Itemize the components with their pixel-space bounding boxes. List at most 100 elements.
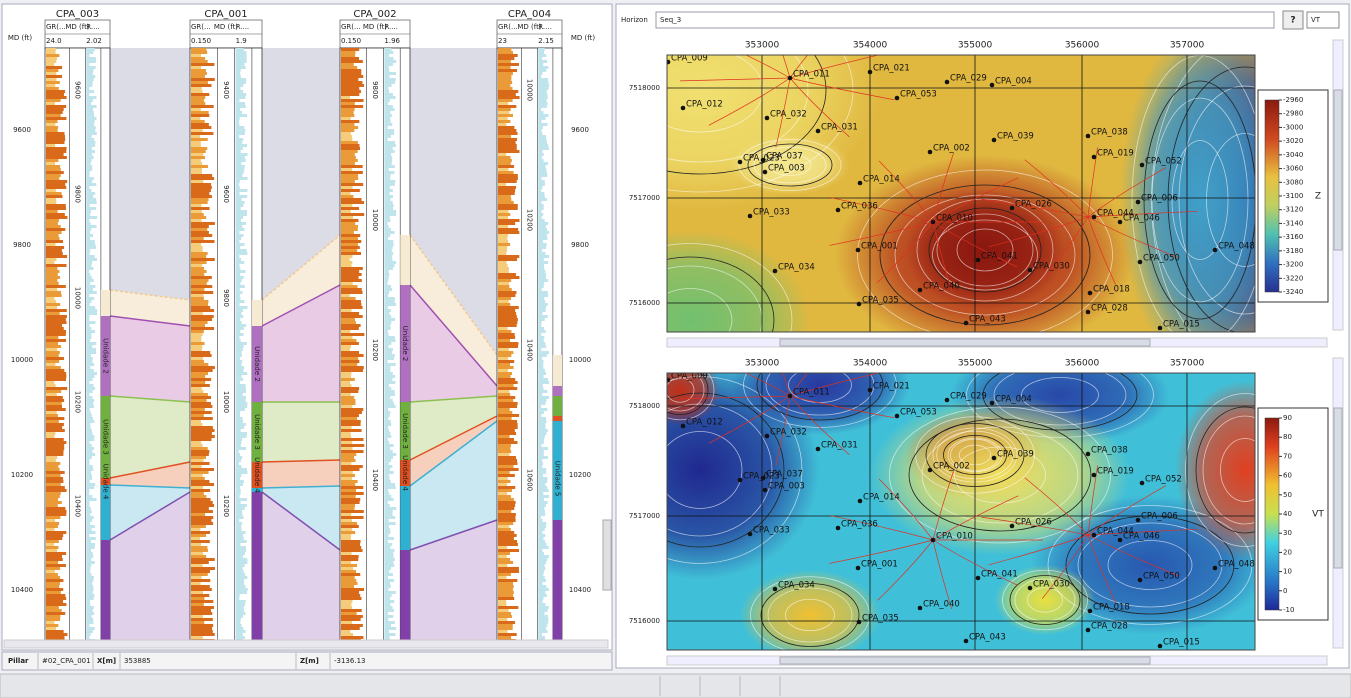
- well-marker[interactable]: [975, 575, 981, 581]
- well-marker[interactable]: [894, 95, 900, 101]
- well-marker[interactable]: [894, 413, 900, 419]
- resistivity-log-fill: [384, 597, 391, 600]
- well-marker[interactable]: [1212, 247, 1218, 253]
- gr-log-fill: [341, 600, 353, 603]
- well-marker[interactable]: [927, 467, 933, 473]
- well-marker[interactable]: [762, 169, 768, 175]
- well-trajectory: [708, 77, 791, 126]
- well-marker[interactable]: [1091, 532, 1097, 538]
- well-marker[interactable]: [772, 268, 778, 274]
- well-marker[interactable]: [680, 423, 686, 429]
- well-marker[interactable]: [1137, 577, 1143, 583]
- well-marker[interactable]: [764, 115, 770, 121]
- well-marker[interactable]: [1212, 565, 1218, 571]
- well-marker[interactable]: [944, 79, 950, 85]
- well-marker[interactable]: [1139, 162, 1145, 168]
- well-marker[interactable]: [760, 157, 766, 163]
- well-marker[interactable]: [855, 565, 861, 571]
- well-marker[interactable]: [1135, 517, 1141, 523]
- well-marker[interactable]: [666, 377, 671, 383]
- well-marker[interactable]: [1117, 219, 1123, 225]
- resistivity-log-fill: [538, 588, 549, 591]
- well-marker[interactable]: [1009, 523, 1015, 529]
- well-marker[interactable]: [857, 180, 863, 186]
- well-name: CPA_004: [508, 9, 551, 20]
- well-label: CPA_052: [1145, 157, 1182, 167]
- well-marker[interactable]: [1117, 537, 1123, 543]
- well-marker[interactable]: [1087, 608, 1093, 614]
- well-marker[interactable]: [963, 638, 969, 644]
- well-marker[interactable]: [857, 498, 863, 504]
- horizon-dropdown[interactable]: [655, 11, 1275, 29]
- well-marker[interactable]: [747, 213, 753, 219]
- well-marker[interactable]: [1157, 643, 1163, 649]
- attribute-dropdown[interactable]: [1306, 11, 1340, 29]
- well-marker[interactable]: [737, 159, 743, 165]
- well-marker[interactable]: [917, 287, 923, 293]
- well-marker[interactable]: [930, 219, 936, 225]
- map-h-scroll-thumb[interactable]: [779, 338, 1151, 347]
- well-marker[interactable]: [991, 455, 997, 461]
- well-marker[interactable]: [1091, 154, 1097, 160]
- well-marker[interactable]: [867, 69, 873, 75]
- well-marker[interactable]: [835, 525, 841, 531]
- well-marker[interactable]: [1091, 214, 1097, 220]
- well-marker[interactable]: [856, 301, 862, 307]
- map-v-scroll-thumb[interactable]: [1333, 407, 1343, 569]
- well-marker[interactable]: [867, 387, 873, 393]
- well-marker[interactable]: [1157, 325, 1163, 331]
- md-label: 10000: [371, 209, 379, 231]
- well-marker[interactable]: [815, 128, 821, 134]
- well-marker[interactable]: [927, 149, 933, 155]
- gr-log-fill: [191, 564, 203, 567]
- well-marker[interactable]: [1087, 290, 1093, 296]
- well-marker[interactable]: [989, 82, 995, 88]
- well-marker[interactable]: [1027, 585, 1033, 591]
- well-marker[interactable]: [1085, 133, 1091, 139]
- map-h-scroll-thumb[interactable]: [779, 656, 1151, 665]
- well-marker[interactable]: [680, 105, 686, 111]
- gr-log-fill: [341, 384, 352, 387]
- gr-log-fill: [341, 150, 358, 153]
- well-marker[interactable]: [1137, 259, 1143, 265]
- well-marker[interactable]: [1139, 480, 1145, 486]
- well-marker[interactable]: [1085, 309, 1091, 315]
- well-marker[interactable]: [1085, 627, 1091, 633]
- well-marker[interactable]: [944, 397, 950, 403]
- well-marker[interactable]: [917, 605, 923, 611]
- well-marker[interactable]: [963, 320, 969, 326]
- well-marker[interactable]: [760, 475, 766, 481]
- well-marker[interactable]: [835, 207, 841, 213]
- well-marker[interactable]: [762, 487, 768, 493]
- well-marker[interactable]: [1091, 472, 1097, 478]
- well-marker[interactable]: [855, 247, 861, 253]
- well-marker[interactable]: [1085, 451, 1091, 457]
- well-marker[interactable]: [930, 537, 936, 543]
- well-marker[interactable]: [989, 400, 995, 406]
- resistivity-log-fill: [86, 555, 94, 558]
- well-marker[interactable]: [787, 393, 793, 399]
- resistivity-log-fill: [538, 447, 549, 450]
- well-marker[interactable]: [787, 75, 793, 81]
- resistivity-log-fill: [538, 189, 542, 192]
- well-marker[interactable]: [815, 446, 821, 452]
- resistivity-log-fill: [86, 618, 94, 621]
- well-marker[interactable]: [1135, 199, 1141, 205]
- well-marker[interactable]: [772, 586, 778, 592]
- help-button[interactable]: [1282, 10, 1304, 30]
- well-marker[interactable]: [991, 137, 997, 143]
- well-marker[interactable]: [764, 433, 770, 439]
- resistivity-log-fill: [86, 291, 97, 294]
- well-marker[interactable]: [856, 619, 862, 625]
- map-v-scroll-thumb[interactable]: [1333, 89, 1343, 251]
- well-marker[interactable]: [1009, 205, 1015, 211]
- side-splitter[interactable]: [602, 519, 612, 591]
- well-marker[interactable]: [747, 531, 753, 537]
- resistivity-log-fill: [86, 105, 97, 108]
- gr-log-fill: [46, 144, 56, 147]
- well-marker[interactable]: [975, 257, 981, 263]
- well-marker[interactable]: [1027, 267, 1033, 273]
- well-marker[interactable]: [666, 59, 671, 65]
- well-marker[interactable]: [737, 477, 743, 483]
- resistivity-log-fill: [235, 231, 240, 234]
